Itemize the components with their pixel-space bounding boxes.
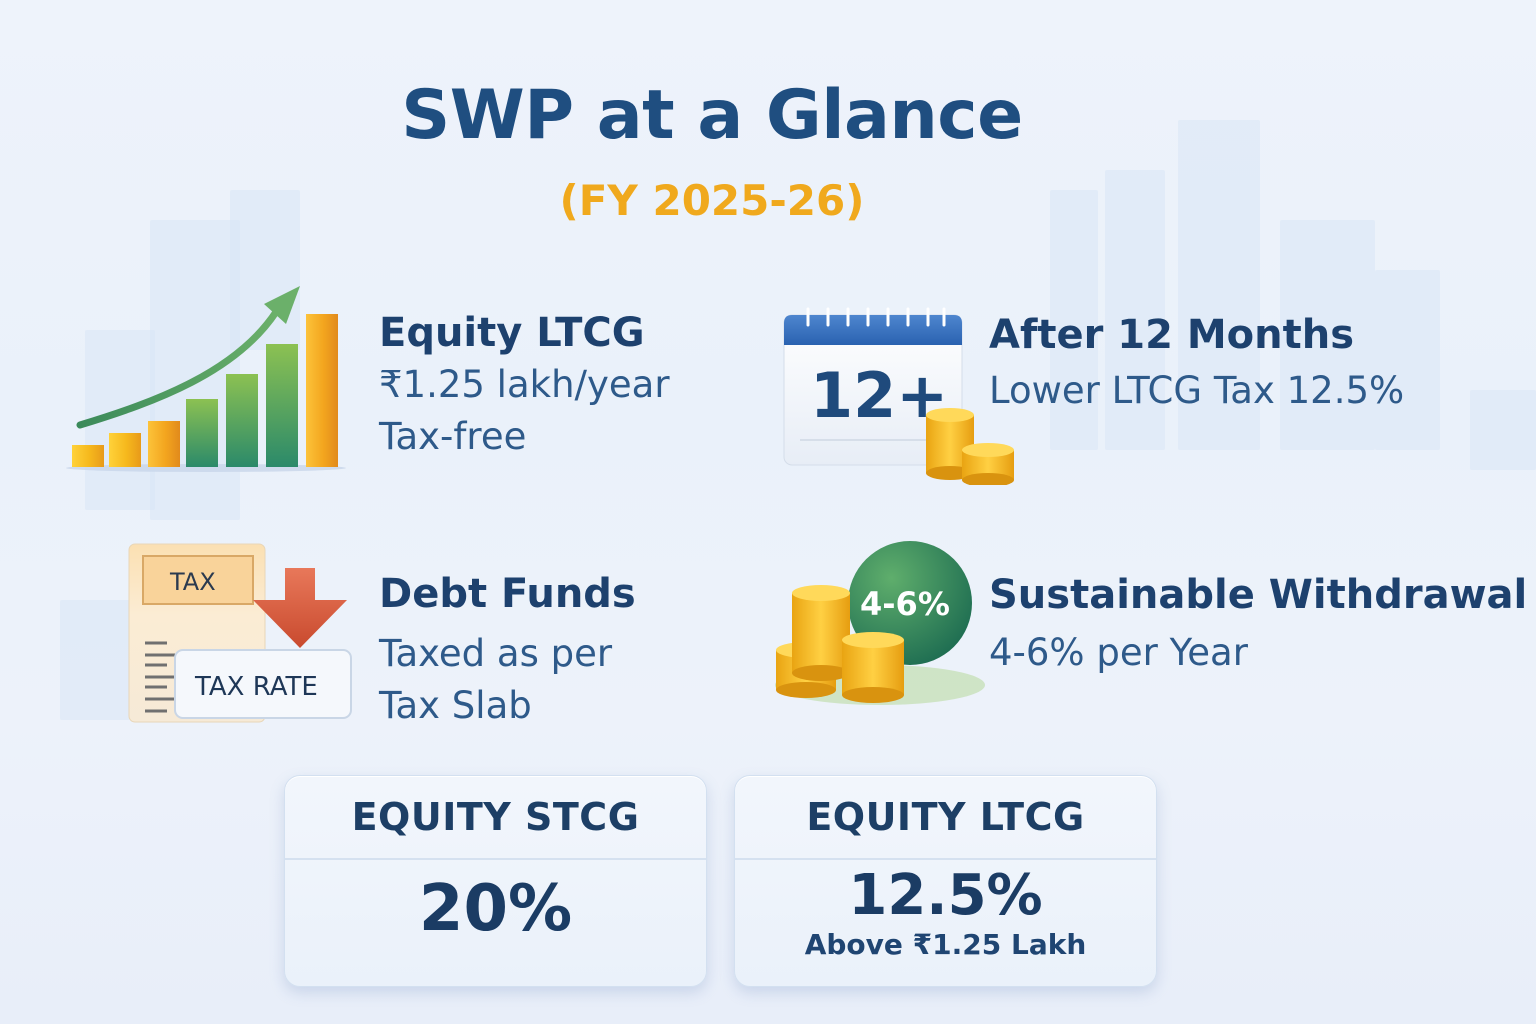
card-note: Above ₹1.25 Lakh xyxy=(804,928,1087,962)
card-equity-ltcg: EQUITY LTCG 12.5% Above ₹1.25 Lakh xyxy=(734,775,1157,987)
tax-label: TAX xyxy=(169,568,216,596)
feature-heading: After 12 Months xyxy=(989,312,1355,358)
card-label: EQUITY STCG xyxy=(285,776,706,860)
feature-heading: Debt Funds xyxy=(379,571,636,617)
page-title: SWP at a Glance xyxy=(401,76,1023,155)
coin-stack-percent-icon: 4-6% xyxy=(770,535,990,710)
card-value: 20% xyxy=(418,872,573,946)
feature-line: Tax-free xyxy=(379,414,527,458)
card-value: 12.5% xyxy=(848,863,1043,928)
card-equity-stcg: EQUITY STCG 20% xyxy=(284,775,707,987)
calendar-badge-text: 12+ xyxy=(810,359,948,432)
feature-line: Tax Slab xyxy=(379,683,532,727)
feature-line: ₹1.25 lakh/year xyxy=(379,363,670,406)
fiscal-year-subtitle: (FY 2025-26) xyxy=(559,176,865,225)
feature-line: 4-6% per Year xyxy=(989,631,1248,674)
feature-line: Lower LTCG Tax 12.5% xyxy=(989,369,1405,412)
feature-heading: Equity LTCG xyxy=(379,310,645,356)
tax-rate-label: TAX RATE xyxy=(194,672,318,702)
tax-document-arrow-icon: TAX TAX RATE xyxy=(125,540,355,725)
feature-heading: Sustainable Withdrawal xyxy=(989,572,1528,618)
feature-line: Taxed as per xyxy=(379,632,613,675)
growth-bar-chart-icon xyxy=(66,282,346,472)
percent-badge-text: 4-6% xyxy=(860,585,950,623)
calendar-coins-icon: 12+ xyxy=(776,305,1026,487)
card-label: EQUITY LTCG xyxy=(735,776,1156,860)
